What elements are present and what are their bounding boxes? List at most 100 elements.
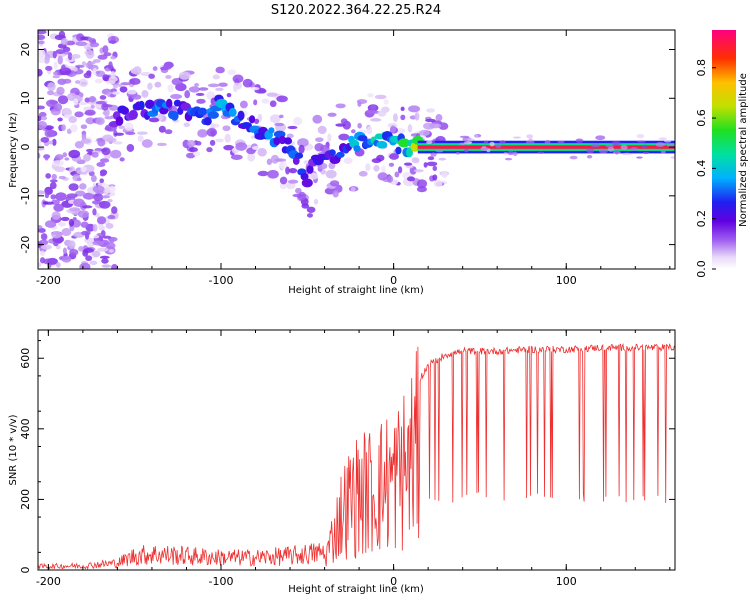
spectrum-noise-blob <box>279 176 288 185</box>
spectrum-noise-blob <box>327 112 337 117</box>
spectrum-noise-blob <box>247 152 256 162</box>
spectrum-noise-blob <box>57 222 67 227</box>
spectrum-noise-blob <box>242 78 253 88</box>
spectrum-noise-blob <box>184 90 191 99</box>
carrier-sidelobe <box>590 144 601 148</box>
spectrum-noise-blob <box>67 52 73 61</box>
spectrum-noise-blob <box>215 66 225 74</box>
spectrum-noise-blob <box>274 122 285 127</box>
spectrum-noise-blob <box>306 213 314 218</box>
spectrum-noise-blob <box>158 125 166 133</box>
spectrum-noise-blob <box>38 225 43 229</box>
spectrum-noise-blob <box>148 117 160 123</box>
spectrum-noise-blob <box>408 105 421 113</box>
spectrum-noise-blob <box>397 166 403 174</box>
spectrum-noise-blob <box>207 83 220 88</box>
spectrum-noise-blob <box>141 89 149 98</box>
spectrum-noise-blob <box>109 237 115 244</box>
spectrum-noise-blob <box>110 71 116 79</box>
spectrum-noise-blob <box>370 118 382 122</box>
spectrum-noise-blob <box>94 78 103 84</box>
spectrum-noise-blob <box>215 87 224 91</box>
spectrum-noise-blob <box>317 125 327 135</box>
snr-frame <box>37 329 676 571</box>
spectrum-noise-blob <box>254 118 260 124</box>
carrier-sidelobe <box>575 138 584 144</box>
spectrum-noise-blob <box>167 84 174 93</box>
carrier-sidelobe <box>512 151 518 157</box>
spectrum-noise-blob <box>55 262 61 268</box>
spectrum-noise-blob <box>96 162 106 167</box>
spectrum-noise-blob <box>170 94 183 100</box>
spectrum-noise-blob <box>416 179 428 189</box>
spectrum-noise-blob <box>253 99 258 106</box>
spectrum-noise-blob <box>377 110 387 117</box>
snr-panel: -200 -100 0 100 0 200 400 600 Height of straig… <box>8 329 676 595</box>
carrier-sidelobe <box>489 141 495 147</box>
spectrum-noise-blob <box>232 84 238 93</box>
spectrum-noise-blob <box>38 68 43 77</box>
spectrum-noise-blob <box>383 99 389 105</box>
carrier-sidelobe <box>483 140 489 144</box>
spectrum-noise-blob <box>197 129 208 138</box>
spectrum-noise-blob <box>49 179 58 183</box>
spectrum-noise-blob <box>315 137 324 143</box>
spectrum-noise-blob <box>261 98 270 104</box>
spectrogram-x-ticks: -200 -100 0 100 <box>36 30 671 287</box>
spectrum-noise-blob <box>72 67 78 72</box>
x-tick-label: -200 <box>36 274 61 287</box>
spectrum-noise-blob <box>365 163 371 172</box>
spectrum-noise-blob <box>73 198 85 208</box>
spectrum-noise-blob <box>235 142 248 151</box>
spectrum-noise-blob <box>141 139 153 148</box>
spectrum-ridge-blob <box>165 98 173 108</box>
spectrum-noise-blob <box>38 121 48 130</box>
spectrum-noise-blob <box>78 246 84 252</box>
spectrum-noise-blob <box>38 30 47 35</box>
carrier-sidelobe <box>620 144 628 150</box>
spectrum-ridge-blob <box>306 164 314 174</box>
carrier-sidelobe <box>636 156 643 159</box>
carrier-sidelobe <box>467 138 475 141</box>
spectrum-noise-blob <box>313 198 319 205</box>
spectrum-noise-blob <box>389 153 400 160</box>
spectrum-noise-blob <box>62 78 72 84</box>
carrier-sidelobe <box>586 154 593 159</box>
carrier-sidelobe <box>512 136 522 139</box>
colorbar-label: Normalized spectral amplitude <box>738 73 749 227</box>
spectrum-noise-blob <box>39 250 45 256</box>
spectrum-noise-blob <box>90 175 97 183</box>
spectrum-noise-blob <box>218 82 228 87</box>
spectrum-ridge-blob <box>144 99 155 110</box>
spectrum-noise-blob <box>44 129 55 138</box>
spectrum-noise-blob <box>49 181 57 190</box>
colorbar-tick-label: 0.4 <box>695 160 708 178</box>
carrier-sidelobe <box>499 140 506 145</box>
spectrum-noise-blob <box>427 156 435 161</box>
spectrum-noise-blob <box>178 71 191 80</box>
carrier-sidelobe <box>557 140 565 144</box>
spectrum-noise-blob <box>276 95 288 103</box>
spectrum-noise-blob <box>44 154 49 161</box>
spectrum-noise-blob <box>186 152 196 159</box>
spectrum-noise-blob <box>120 82 131 86</box>
spectrum-noise-blob <box>441 171 448 178</box>
spectrum-ridge-blob <box>120 106 130 115</box>
spectrum-noise-blob <box>77 210 90 218</box>
spectrum-noise-blob <box>38 40 45 45</box>
spectrum-noise-blob <box>198 87 209 91</box>
figure-title: S120.2022.364.22.25.R24 <box>271 3 441 18</box>
carrier-sidelobe <box>480 146 489 152</box>
x-tick-label: -200 <box>36 575 61 588</box>
spectrum-noise-blob <box>227 69 237 75</box>
spectrum-noise-blob <box>308 172 319 180</box>
spectrum-noise-blob <box>267 169 279 179</box>
spectrum-ridge-blob <box>328 149 336 157</box>
spectrum-noise-blob <box>44 201 54 205</box>
spectrum-noise-blob <box>50 194 57 200</box>
spectrum-noise-blob <box>40 116 48 121</box>
spectrum-ridge-blob <box>353 145 361 152</box>
spectrum-noise-blob <box>83 72 92 79</box>
spectrum-noise-blob <box>62 152 68 158</box>
spectrum-noise-blob <box>117 83 123 87</box>
